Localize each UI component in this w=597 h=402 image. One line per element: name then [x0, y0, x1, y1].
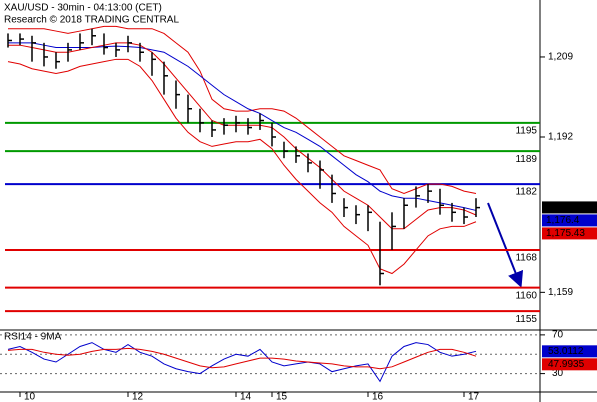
level-label: 1160	[515, 290, 537, 301]
chart-title: XAU/USD - 30min - 04:13:00 (CET)	[4, 3, 162, 14]
x-tick-label: 10	[24, 392, 36, 402]
price-label: 1,175.43	[546, 228, 585, 239]
x-tick-label: 17	[468, 392, 480, 402]
level-label: 1155	[515, 314, 537, 325]
y-tick-label: 1,159	[548, 287, 573, 298]
overlay-line	[8, 42, 477, 230]
end-label: 47.9935	[548, 359, 585, 370]
level-label: 1168	[515, 253, 537, 264]
y-tick-label: 70	[552, 330, 564, 341]
level-label: 1195	[515, 126, 537, 137]
price-label: 1,176.4	[546, 215, 580, 226]
chart-subtitle: Research © 2018 TRADING CENTRAL	[4, 15, 179, 26]
end-label: 53.0112	[548, 346, 584, 357]
end-label-box	[542, 358, 597, 371]
overlay-line	[7, 58, 477, 275]
price-label-box	[542, 227, 597, 240]
price-label-box	[542, 201, 597, 214]
x-tick-label: 12	[132, 392, 144, 402]
y-tick-label: 30	[552, 368, 564, 379]
rsi-title: RSI14 - 9MA	[4, 332, 62, 343]
x-tick-label: 15	[276, 392, 288, 402]
price-label: 1,177.04	[546, 202, 585, 213]
level-label: 1189	[515, 154, 537, 165]
x-tick-label: 14	[240, 392, 252, 402]
rsi-line	[7, 342, 477, 383]
rsi-line	[7, 347, 477, 370]
end-label-box	[542, 345, 597, 358]
overlay-line	[8, 42, 477, 211]
overlay-line	[8, 25, 477, 195]
forecast-arrow	[487, 202, 524, 288]
y-tick-label: 1,192	[548, 132, 573, 143]
level-label: 1182	[515, 187, 537, 198]
price-label-box	[542, 214, 597, 227]
y-tick-label: 1,209	[548, 52, 573, 63]
x-tick-label: 16	[372, 392, 384, 402]
